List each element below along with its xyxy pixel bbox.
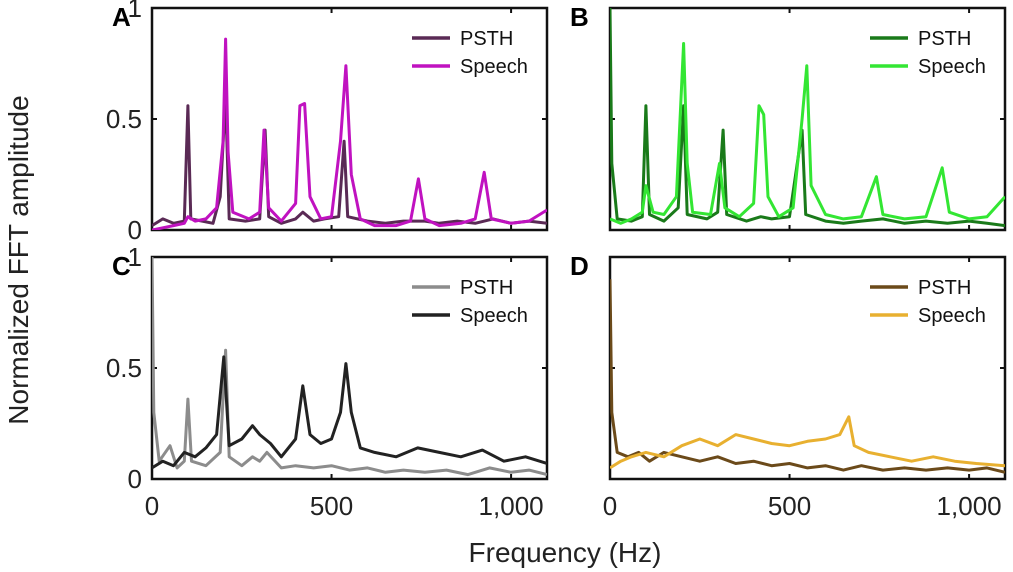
series-line-speech	[610, 42, 1005, 225]
legend-label: PSTH	[460, 28, 513, 50]
panel-c: C 0 0.5 1 0 500 1,000 PSTH Speech	[106, 242, 549, 521]
legend-label: PSTH	[460, 277, 513, 299]
y-tick-label: 1	[128, 0, 142, 23]
x-tick-label: 1,000	[937, 491, 1002, 521]
panel-d: D 0 500 1,000 PSTH Speech	[570, 251, 1007, 521]
y-tick-label: 0	[128, 464, 142, 494]
series-line-psth	[152, 257, 547, 477]
series-line-speech	[152, 37, 547, 230]
panel-letter-c: C	[112, 251, 131, 281]
x-axis-title: Frequency (Hz)	[469, 537, 662, 568]
legend-label: Speech	[918, 56, 986, 78]
y-tick-label: 0	[128, 215, 142, 245]
x-tick-label: 500	[768, 491, 811, 521]
legend-label: Speech	[460, 305, 528, 327]
y-tick-label: 0.5	[106, 104, 142, 134]
panel-letter-a: A	[112, 2, 131, 32]
legend-label: PSTH	[918, 277, 971, 299]
series-line-speech	[610, 415, 1005, 470]
panel-a: A 0 0.5 1 PSTH Speech	[106, 0, 549, 245]
legend-label: PSTH	[918, 28, 971, 50]
x-tick-label: 0	[603, 491, 617, 521]
series-line-psth	[610, 8, 1005, 228]
legend-label: Speech	[918, 305, 986, 327]
x-tick-label: 0	[145, 491, 159, 521]
series-line-psth	[610, 279, 1005, 474]
panel-letter-b: B	[570, 2, 589, 32]
x-tick-label: 1,000	[479, 491, 544, 521]
legend-label: Speech	[460, 56, 528, 78]
x-tick-label: 500	[310, 491, 353, 521]
panel-b: B PSTH Speech	[570, 2, 1007, 232]
y-tick-label: 1	[128, 242, 142, 272]
panel-letter-d: D	[570, 251, 589, 281]
y-axis-title: Normalized FFT amplitude	[3, 95, 34, 424]
y-tick-label: 0.5	[106, 353, 142, 383]
series-line-speech	[152, 355, 547, 470]
